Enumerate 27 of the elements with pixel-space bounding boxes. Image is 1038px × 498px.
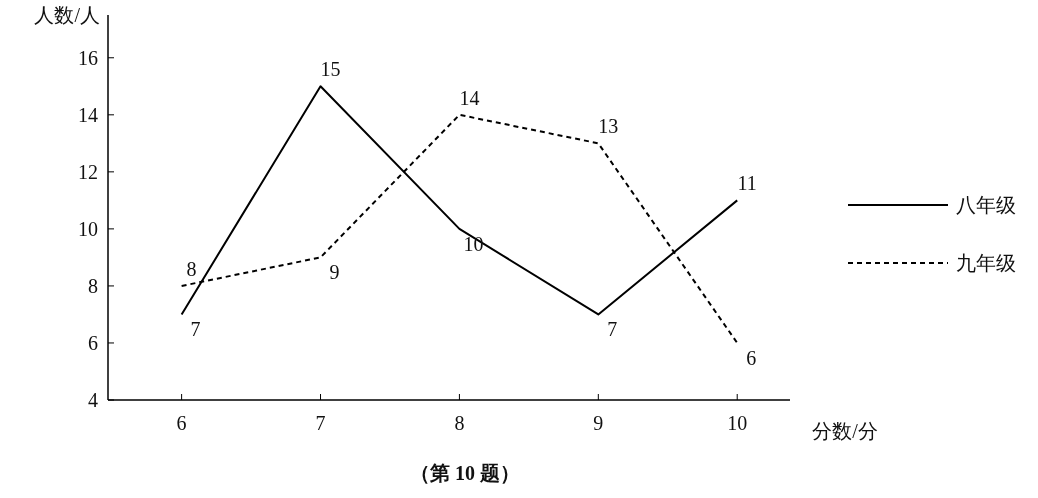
data-label: 13	[598, 115, 619, 138]
legend-label: 八年级	[956, 194, 1016, 216]
data-label: 7	[190, 318, 201, 341]
data-label: 11	[737, 172, 757, 195]
y-tick-label: 16	[78, 46, 98, 69]
x-tick-label: 8	[454, 412, 465, 434]
y-tick-label: 6	[88, 331, 98, 354]
data-label: 14	[459, 86, 480, 109]
x-axis-title: 分数/分	[812, 420, 878, 442]
data-label: 7	[607, 318, 618, 341]
x-tick-label: 6	[176, 412, 187, 434]
x-tick-label: 10	[727, 412, 748, 434]
text: （第 10 题）	[410, 462, 520, 484]
data-label: 9	[329, 261, 340, 284]
y-tick-label: 8	[88, 274, 98, 297]
x-tick-label: 9	[593, 412, 604, 434]
legend-label: 九年级	[956, 252, 1016, 274]
y-axis-title: 人数/人	[34, 4, 100, 26]
data-label: 10	[463, 232, 484, 255]
data-label: 8	[186, 257, 197, 280]
y-tick-label: 10	[78, 217, 98, 240]
y-tick-label: 4	[88, 389, 98, 411]
y-tick-label: 14	[78, 103, 98, 126]
data-label: 15	[320, 58, 341, 81]
y-tick-label: 12	[78, 160, 98, 183]
data-label: 6	[746, 346, 757, 369]
x-tick-label: 7	[315, 412, 326, 434]
